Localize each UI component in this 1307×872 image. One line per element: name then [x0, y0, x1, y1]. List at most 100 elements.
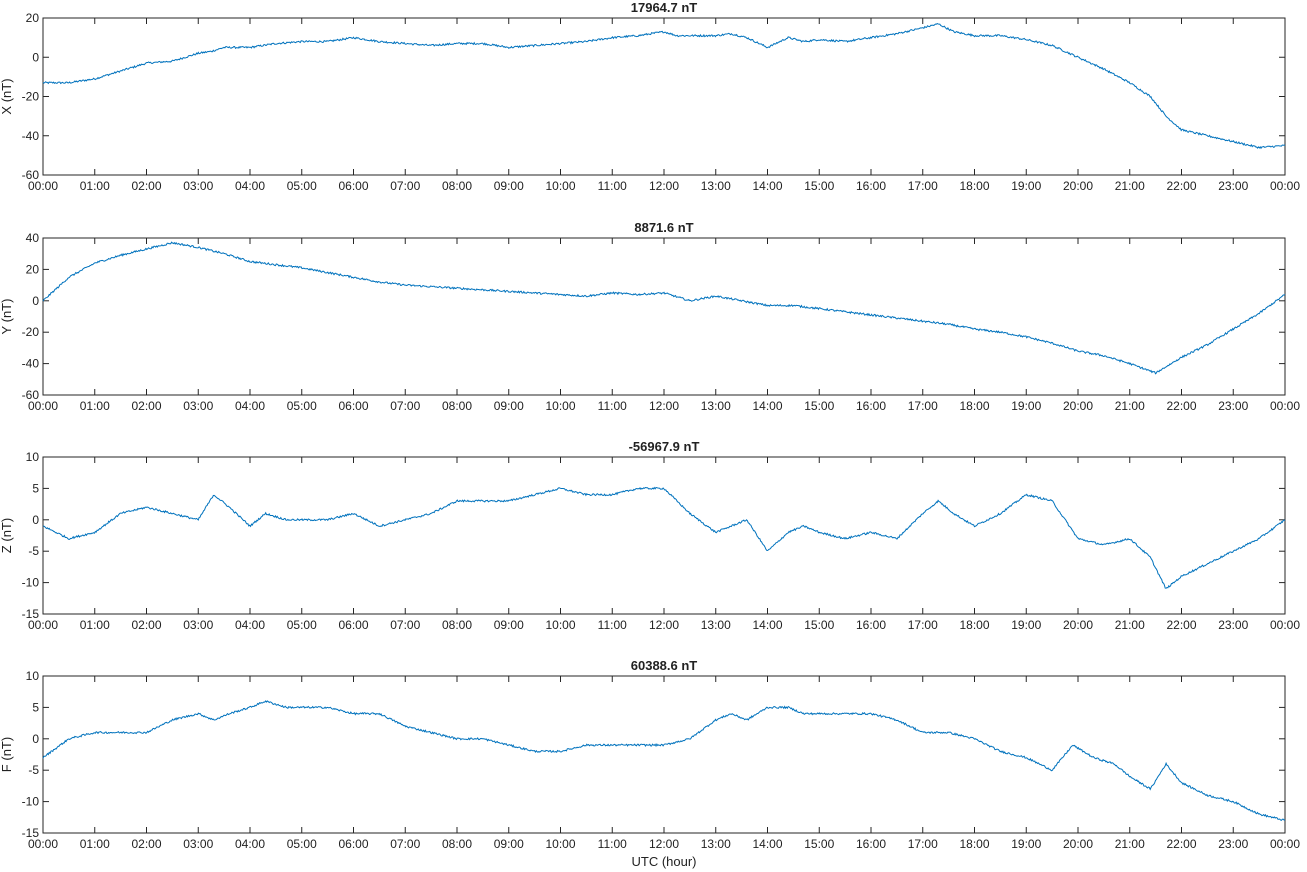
x-tick-label: 12:00: [649, 837, 679, 851]
series-line-x: [42, 23, 1286, 150]
x-tick-label: 05:00: [287, 618, 317, 632]
x-tick-label: 00:00: [28, 179, 58, 193]
x-tick-label: 22:00: [1166, 399, 1196, 413]
x-tick-label: 05:00: [287, 837, 317, 851]
y-axis-label-f: F (nT): [0, 737, 14, 772]
x-tick-label: 21:00: [1115, 618, 1145, 632]
y-tick-label: 0: [32, 294, 39, 308]
series-line-y: [42, 241, 1286, 375]
x-tick-label: 20:00: [1063, 837, 1093, 851]
x-tick-label: 20:00: [1063, 399, 1093, 413]
panel-title-x: 17964.7 nT: [631, 0, 698, 15]
x-tick-label: 02:00: [131, 837, 161, 851]
plot-area-f: [42, 675, 1286, 834]
y-tick-label: -10: [22, 576, 40, 590]
x-tick-label: 10:00: [545, 837, 575, 851]
x-tick-label: 19:00: [1011, 618, 1041, 632]
y-tick-label: 5: [32, 700, 39, 714]
x-tick-label: 23:00: [1218, 399, 1248, 413]
x-tick-label: 22:00: [1166, 179, 1196, 193]
x-tick-label: 02:00: [131, 399, 161, 413]
x-tick-label: 08:00: [442, 399, 472, 413]
x-tick-label: 01:00: [80, 399, 110, 413]
x-tick-label: 23:00: [1218, 179, 1248, 193]
x-tick-label: 17:00: [908, 399, 938, 413]
x-tick-label: 06:00: [338, 618, 368, 632]
series-line-f: [42, 700, 1286, 821]
x-tick-label: 21:00: [1115, 399, 1145, 413]
x-tick-label: 15:00: [804, 837, 834, 851]
x-tick-label: 01:00: [80, 618, 110, 632]
x-tick-label: 09:00: [494, 837, 524, 851]
x-tick-label: 16:00: [856, 618, 886, 632]
x-tick-label: 04:00: [235, 399, 265, 413]
x-tick-label: 17:00: [908, 618, 938, 632]
x-tick-label: 11:00: [598, 837, 627, 851]
x-axis-label: UTC (hour): [631, 854, 696, 869]
x-tick-label: 19:00: [1011, 179, 1041, 193]
x-tick-label: 00:00: [1270, 179, 1300, 193]
x-tick-label: 20:00: [1063, 618, 1093, 632]
x-tick-label: 00:00: [28, 837, 58, 851]
y-tick-label: -40: [22, 129, 40, 143]
x-tick-label: 16:00: [856, 837, 886, 851]
x-tick-label: 00:00: [1270, 399, 1300, 413]
x-tick-label: 17:00: [908, 179, 938, 193]
y-tick-label: 40: [26, 231, 40, 245]
x-tick-label: 09:00: [494, 399, 524, 413]
x-tick-label: 16:00: [856, 399, 886, 413]
x-tick-label: 13:00: [701, 399, 731, 413]
y-tick-label: 0: [32, 513, 39, 527]
panel-title-z: -56967.9 nT: [629, 439, 700, 454]
y-tick-label: -20: [22, 90, 40, 104]
x-tick-label: 03:00: [183, 399, 213, 413]
x-tick-label: 22:00: [1166, 837, 1196, 851]
x-tick-label: 15:00: [804, 399, 834, 413]
y-tick-label: -60: [22, 388, 40, 402]
x-tick-label: 00:00: [1270, 618, 1300, 632]
y-tick-label: -5: [28, 544, 39, 558]
x-tick-label: 11:00: [598, 399, 627, 413]
y-tick-label: -5: [28, 763, 39, 777]
x-tick-label: 06:00: [338, 399, 368, 413]
y-tick-label: -40: [22, 357, 40, 371]
x-tick-label: 18:00: [959, 179, 989, 193]
x-tick-label: 14:00: [752, 618, 782, 632]
y-axis-label-x: X (nT): [0, 78, 14, 114]
x-tick-label: 04:00: [235, 837, 265, 851]
x-tick-label: 06:00: [338, 837, 368, 851]
y-axis-label-y: Y (nT): [0, 299, 14, 335]
x-tick-label: 21:00: [1115, 837, 1145, 851]
y-tick-label: 20: [26, 11, 40, 25]
x-tick-label: 10:00: [545, 179, 575, 193]
x-tick-label: 18:00: [959, 618, 989, 632]
panel-title-f: 60388.6 nT: [631, 658, 698, 673]
x-tick-label: 15:00: [804, 618, 834, 632]
x-tick-label: 10:00: [545, 618, 575, 632]
x-tick-label: 08:00: [442, 618, 472, 632]
x-tick-label: 23:00: [1218, 618, 1248, 632]
x-tick-label: 12:00: [649, 618, 679, 632]
x-tick-label: 03:00: [183, 179, 213, 193]
panel-title-y: 8871.6 nT: [634, 220, 693, 235]
y-tick-label: 10: [26, 450, 40, 464]
x-tick-label: 06:00: [338, 179, 368, 193]
x-tick-label: 23:00: [1218, 837, 1248, 851]
x-tick-label: 11:00: [598, 618, 627, 632]
x-tick-label: 14:00: [752, 399, 782, 413]
x-tick-label: 00:00: [28, 618, 58, 632]
x-tick-label: 09:00: [494, 179, 524, 193]
x-tick-label: 14:00: [752, 837, 782, 851]
x-tick-label: 10:00: [545, 399, 575, 413]
plot-area-y: [42, 237, 1286, 396]
x-tick-label: 07:00: [390, 179, 420, 193]
x-tick-label: 00:00: [28, 399, 58, 413]
x-tick-label: 21:00: [1115, 179, 1145, 193]
x-tick-label: 08:00: [442, 179, 472, 193]
x-tick-label: 13:00: [701, 618, 731, 632]
x-tick-label: 22:00: [1166, 618, 1196, 632]
x-tick-label: 07:00: [390, 399, 420, 413]
y-tick-label: -15: [22, 607, 40, 621]
x-tick-label: 05:00: [287, 399, 317, 413]
